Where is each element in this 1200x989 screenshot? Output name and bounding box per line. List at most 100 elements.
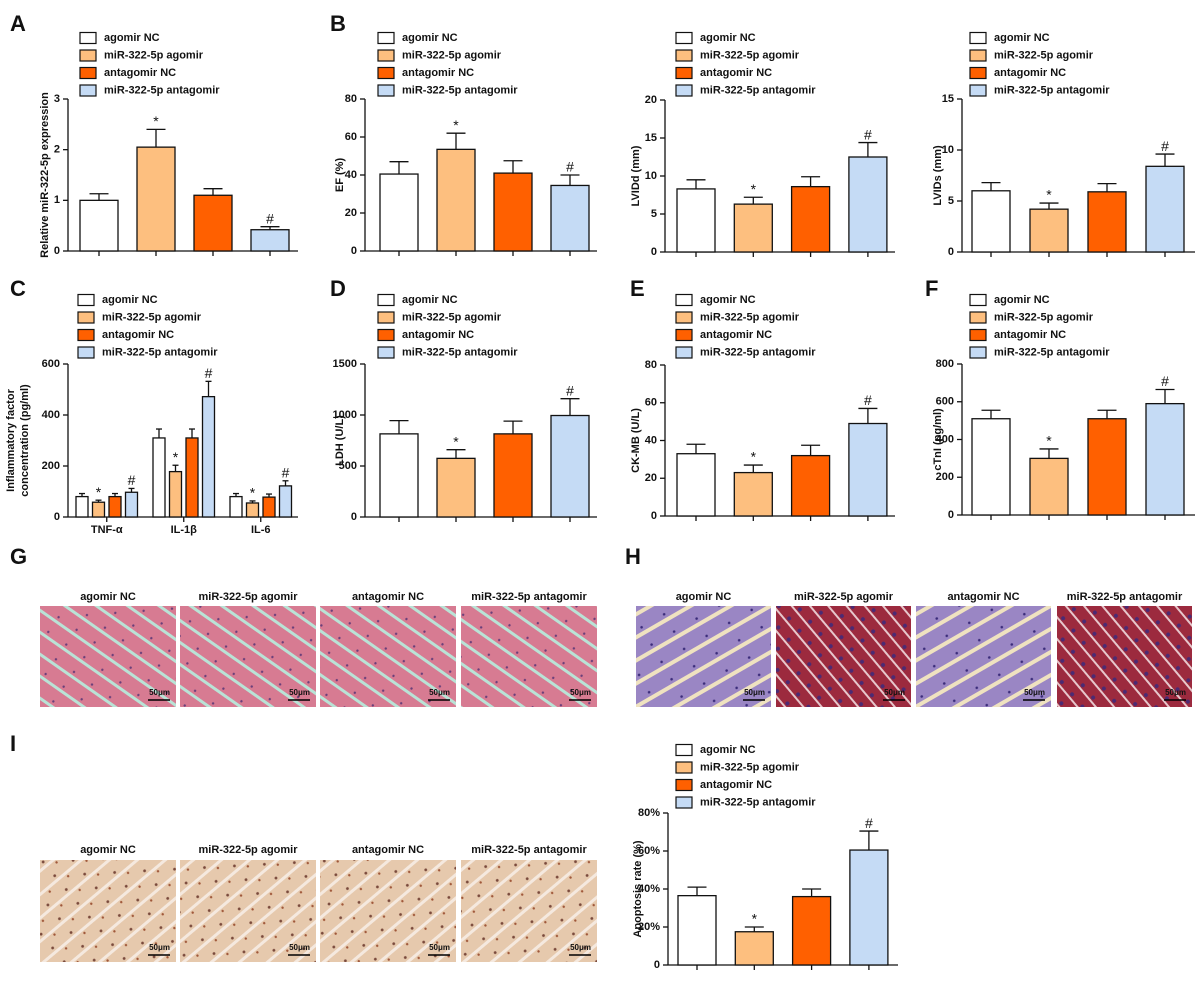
significance-mark: * [1046,433,1052,449]
histology-image [776,606,911,707]
legend-swatch [675,796,693,809]
y-tick-label: 40 [645,434,657,446]
legend-label: miR-322-5p agomir [700,311,800,323]
bar [1087,418,1127,516]
legend-label: antagomir NC [994,67,1066,79]
histology-image [40,606,176,707]
legend-swatch [675,743,693,757]
y-tick-label: 0 [54,245,60,257]
bar [229,495,243,518]
bar [790,185,831,253]
scale-bar-label: 50μm [570,688,591,697]
legend-swatch [969,66,987,80]
bar [193,194,233,252]
panel-letter: I [10,731,16,756]
legend-label: miR-322-5p antagomir [994,84,1110,96]
y-axis-label: LVIDs (mm) [932,145,944,206]
legend-swatch [377,31,395,45]
bar [168,470,183,518]
bar [79,199,119,252]
significance-mark: # [566,159,574,175]
legend-swatch [377,49,395,62]
y-tick-label: 500 [339,460,357,472]
bar [278,485,293,518]
legend-swatch [675,328,693,342]
bar [550,184,590,252]
bar [152,437,166,518]
y-tick-label: 3 [54,93,60,105]
legend-swatch [77,328,95,342]
legend-swatch [675,84,693,97]
legend-swatch [675,761,693,774]
histology-image [461,606,597,707]
significance-mark: * [250,485,256,501]
legend-swatch [79,84,97,97]
scale-bar-label: 50μm [289,943,310,952]
y-tick-label: 0 [948,509,954,521]
y-tick-label: 600 [936,396,954,408]
bar [124,491,139,518]
legend-swatch [969,293,987,307]
legend-label: antagomir NC [102,329,174,341]
y-tick-label: 200 [42,460,60,472]
bar [1087,191,1127,253]
legend-swatch [969,311,987,324]
y-tick-label: 5 [948,195,954,207]
scale-bar-label: 50μm [429,688,450,697]
legend-label: agomir NC [700,32,756,44]
bar [677,895,717,966]
y-tick-label: 60 [345,131,357,143]
y-axis-label-line: concentration (pg/ml) [19,384,31,497]
y-tick-label: 80 [645,359,657,371]
legend-swatch [675,49,693,62]
y-axis-label-line: LVIDd (mm) [630,145,642,206]
legend-label: antagomir NC [402,329,474,341]
y-axis-label-line: cTnI (pg/ml) [932,408,944,471]
significance-mark: # [864,126,872,142]
legend-label: antagomir NC [700,67,772,79]
legend-label: miR-322-5p antagomir [402,84,518,96]
legend-label: agomir NC [700,744,756,756]
legend-swatch [969,49,987,62]
image-label: agomir NC [80,844,136,856]
legend-label: miR-322-5p antagomir [700,84,816,96]
bar [108,495,122,518]
legend-label: antagomir NC [104,67,176,79]
y-axis-label-line: CK-MB (U/L) [630,408,642,473]
histology-image [461,860,597,962]
bar [1029,457,1069,516]
significance-mark: # [864,392,872,408]
bar [379,433,419,518]
bar [436,457,476,518]
x-tick-label: IL-1β [171,524,198,536]
legend-label: agomir NC [700,294,756,306]
scale-bar-label: 50μm [744,688,765,697]
histology-image [636,606,771,707]
y-tick-label: 0 [654,959,660,971]
significance-mark: * [751,181,757,197]
legend-label: miR-322-5p agomir [402,49,502,61]
y-axis-label: Apoptosis rate (%) [632,840,644,938]
y-tick-label: 60% [638,845,660,857]
y-tick-label: 60 [645,397,657,409]
legend-label: miR-322-5p agomir [994,49,1094,61]
legend-label: antagomir NC [994,329,1066,341]
y-tick-label: 5 [651,208,657,220]
significance-mark: * [453,117,459,133]
panel-letter: B [330,11,346,36]
legend-swatch [377,346,395,359]
bar [676,453,716,517]
x-tick-label: IL-6 [251,524,271,536]
y-tick-label: 200 [936,471,954,483]
legend-label: miR-322-5p antagomir [102,346,218,358]
legend-swatch [675,311,693,324]
significance-mark: # [566,382,574,398]
y-axis-label-line: Inflammatory factor [5,388,17,491]
legend-label: agomir NC [994,294,1050,306]
legend-swatch [377,293,395,307]
bar [971,418,1011,516]
legend-label: antagomir NC [402,67,474,79]
significance-mark: # [282,464,290,480]
bar [1145,402,1185,516]
legend-swatch [675,66,693,80]
